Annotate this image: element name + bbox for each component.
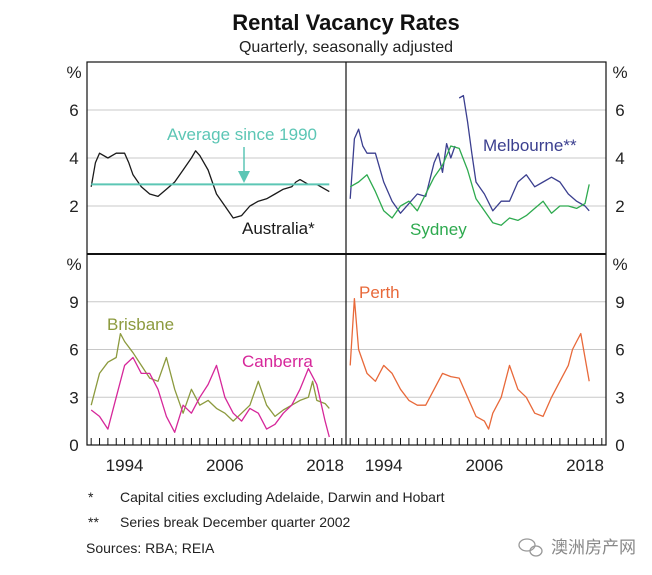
watermark-text: 澳洲房产网 [551,538,636,557]
label-melbourne: Melbourne** [483,136,577,155]
label-australia: Australia* [242,219,315,238]
y-tick-label: 0 [615,436,624,455]
y-tick-label: 9 [615,293,624,312]
y-tick-label: 4 [615,149,624,168]
unit-label-top-left: % [66,63,81,82]
series-line-canberra [90,356,330,438]
y-tick-label: 2 [69,197,78,216]
note-text-1: Capital cities excluding Adelaide, Darwi… [120,489,445,505]
series-line-perth [349,297,590,430]
note-text-2: Series break December quarter 2002 [120,514,351,530]
series-lines [90,94,590,438]
unit-label-bottom-left: % [66,255,81,274]
label-canberra: Canberra [242,352,313,371]
y-tick-label: 2 [615,197,624,216]
label-sydney: Sydney [410,220,467,239]
x-tick-label: 2018 [306,456,344,475]
wechat-icon [518,538,543,557]
series-line-melbourne [349,94,590,214]
y-tick-label: 6 [615,341,624,360]
gridlines [87,109,606,398]
x-tick-label: 2018 [566,456,604,475]
y-tick-label: 9 [69,293,78,312]
average-arrow-icon [238,171,250,183]
chart-title: Rental Vacancy Rates [232,10,459,35]
y-tick-label: 3 [615,388,624,407]
y-tick-label: 6 [615,101,624,120]
x-tick-label: 1994 [106,456,144,475]
sources-text: Sources: RBA; REIA [86,540,215,556]
y-tick-label: 6 [69,101,78,120]
axes: 2 4 6 2 4 6 0 3 6 9 1994 2006 2018 0 3 6 9 1994 2006 2018 [69,101,624,475]
unit-label-top-right: % [612,63,627,82]
label-brisbane: Brisbane [107,315,174,334]
note-marker-1: * [88,489,94,505]
x-tick-label: 2006 [465,456,503,475]
note-marker-2: ** [88,514,99,530]
label-perth: Perth [359,283,400,302]
series-line-brisbane [90,332,330,422]
y-tick-label: 6 [69,341,78,360]
x-tick-label: 1994 [365,456,403,475]
average-annotation: Average since 1990 [167,125,317,144]
x-tick-label: 2006 [206,456,244,475]
y-tick-label: 0 [69,436,78,455]
chart-subtitle: Quarterly, seasonally adjusted [239,39,453,56]
y-tick-label: 4 [69,149,78,168]
series-line-sydney [349,145,590,226]
y-tick-label: 3 [69,388,78,407]
unit-label-bottom-right: % [612,255,627,274]
